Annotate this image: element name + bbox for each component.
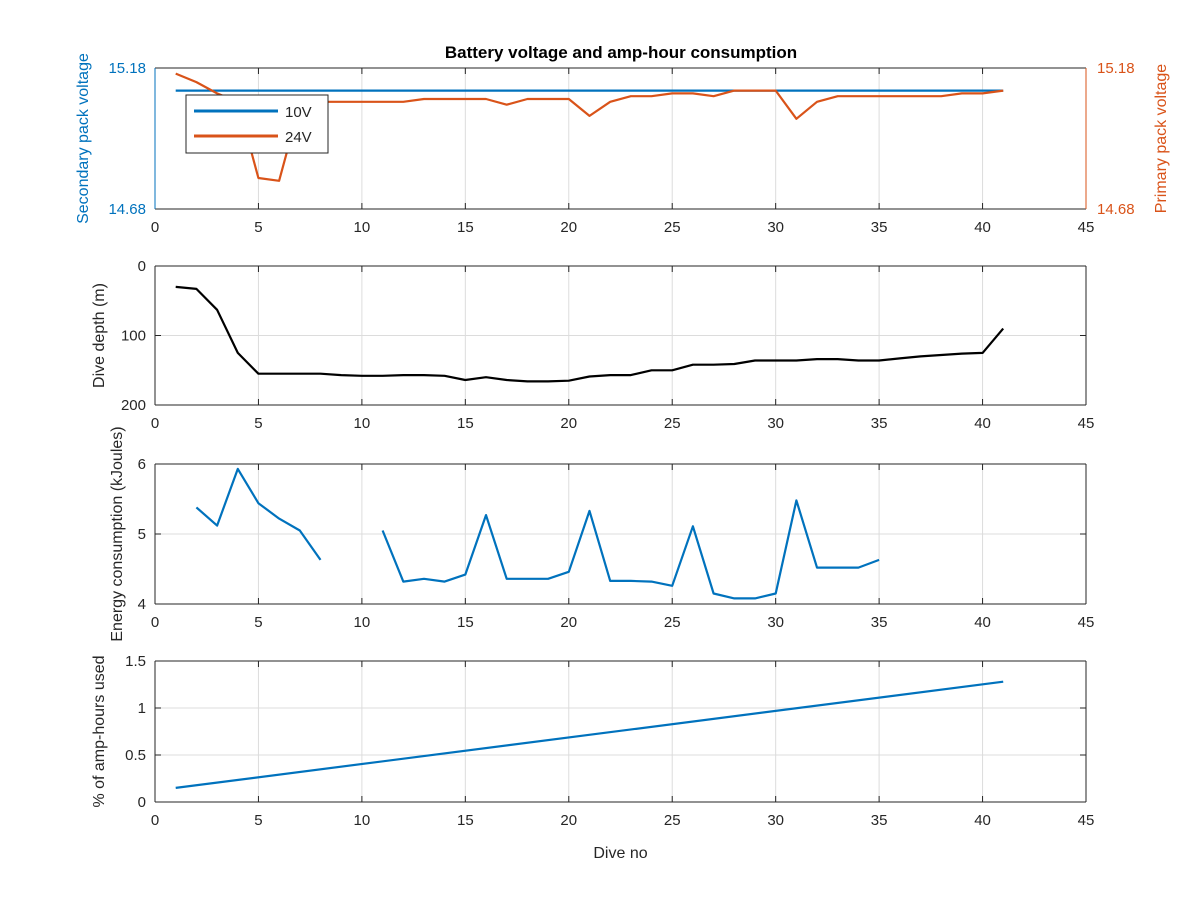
x-tick-label: 15 (457, 812, 474, 829)
x-tick-label: 40 (974, 812, 991, 829)
y-axis-label: Energy consumption (kJoules) (109, 426, 126, 641)
x-tick-label: 30 (767, 415, 784, 432)
x-tick-label: 5 (254, 415, 262, 432)
x-tick-label: 15 (457, 614, 474, 631)
y-right-axis-label: Primary pack voltage (1153, 64, 1170, 213)
x-tick-label: 45 (1078, 614, 1095, 631)
y-tick-label: 15.18 (108, 60, 146, 77)
y-tick-label: 0.5 (125, 747, 146, 764)
y-right-tick-label: 15.18 (1097, 60, 1135, 77)
figure-title: Battery voltage and amp-hour consumption (445, 43, 797, 62)
x-tick-label: 15 (457, 219, 474, 236)
y-tick-label: 5 (138, 526, 146, 543)
y-axis-label: Dive depth (m) (91, 283, 108, 388)
x-tick-label: 25 (664, 812, 681, 829)
x-tick-label: 20 (560, 219, 577, 236)
x-tick-label: 10 (354, 614, 371, 631)
series-line-1 (175, 285, 1005, 383)
y-tick-label: 1 (138, 700, 146, 717)
series-line-1 (195, 467, 880, 600)
x-tick-label: 40 (974, 415, 991, 432)
x-tick-label: 35 (871, 614, 888, 631)
y-tick-label: 200 (121, 397, 146, 414)
x-tick-label: 35 (871, 415, 888, 432)
x-tick-label: 5 (254, 812, 262, 829)
y-tick-label: 0 (138, 258, 146, 275)
x-tick-label: 15 (457, 415, 474, 432)
x-tick-label: 25 (664, 415, 681, 432)
x-tick-label: 5 (254, 219, 262, 236)
x-tick-label: 0 (151, 415, 159, 432)
x-tick-label: 45 (1078, 415, 1095, 432)
legend-label-24V: 24V (285, 129, 312, 146)
legend-label-10V: 10V (285, 104, 312, 121)
charts-container: 0 5 10 15 20 25 30 35 40 4514.6815.1814.6815.18Se… (75, 53, 1170, 862)
x-tick-label: 45 (1078, 219, 1095, 236)
x-tick-label: 40 (974, 614, 991, 631)
x-tick-label: 10 (354, 812, 371, 829)
x-tick-label: 25 (664, 219, 681, 236)
x-tick-label: 10 (354, 415, 371, 432)
x-tick-label: 0 (151, 812, 159, 829)
x-tick-label: 10 (354, 219, 371, 236)
y-tick-label: 6 (138, 456, 146, 473)
subplot-2: 0 5 10 15 20 25 30 35 40 45 0 100 200 Dive depth (m) (91, 258, 1094, 432)
x-tick-label: 35 (871, 219, 888, 236)
x-tick-label: 20 (560, 614, 577, 631)
series-line-1 (175, 680, 1004, 789)
x-tick-label: 20 (560, 812, 577, 829)
x-tick-label: 30 (767, 812, 784, 829)
y-axis-label: % of amp-hours used (91, 655, 108, 807)
x-tick-label: 25 (664, 614, 681, 631)
subplot-1: 0 5 10 15 20 25 30 35 40 4514.6815.1814.6815.18Se… (75, 53, 1170, 236)
y-axis-label: Secondary pack voltage (75, 53, 92, 224)
x-axis-label: Dive no (593, 845, 647, 862)
x-tick-label: 5 (254, 614, 262, 631)
y-tick-label: 14.68 (108, 201, 146, 218)
x-tick-label: 45 (1078, 812, 1095, 829)
y-right-tick-label: 14.68 (1097, 201, 1135, 218)
x-tick-label: 0 (151, 219, 159, 236)
legend-box (185, 94, 329, 154)
x-tick-label: 20 (560, 415, 577, 432)
y-tick-label: 1.5 (125, 653, 146, 670)
x-tick-label: 0 (151, 614, 159, 631)
subplot-4: 0 5 10 15 20 25 30 35 40 45 0 0.5 1 1.5 % of amp-hours… (91, 653, 1094, 862)
x-tick-label: 30 (767, 219, 784, 236)
x-tick-label: 40 (974, 219, 991, 236)
y-tick-label: 0 (138, 794, 146, 811)
x-tick-label: 35 (871, 812, 888, 829)
y-tick-label: 4 (138, 596, 146, 613)
y-tick-label: 100 (121, 328, 146, 345)
x-tick-label: 30 (767, 614, 784, 631)
